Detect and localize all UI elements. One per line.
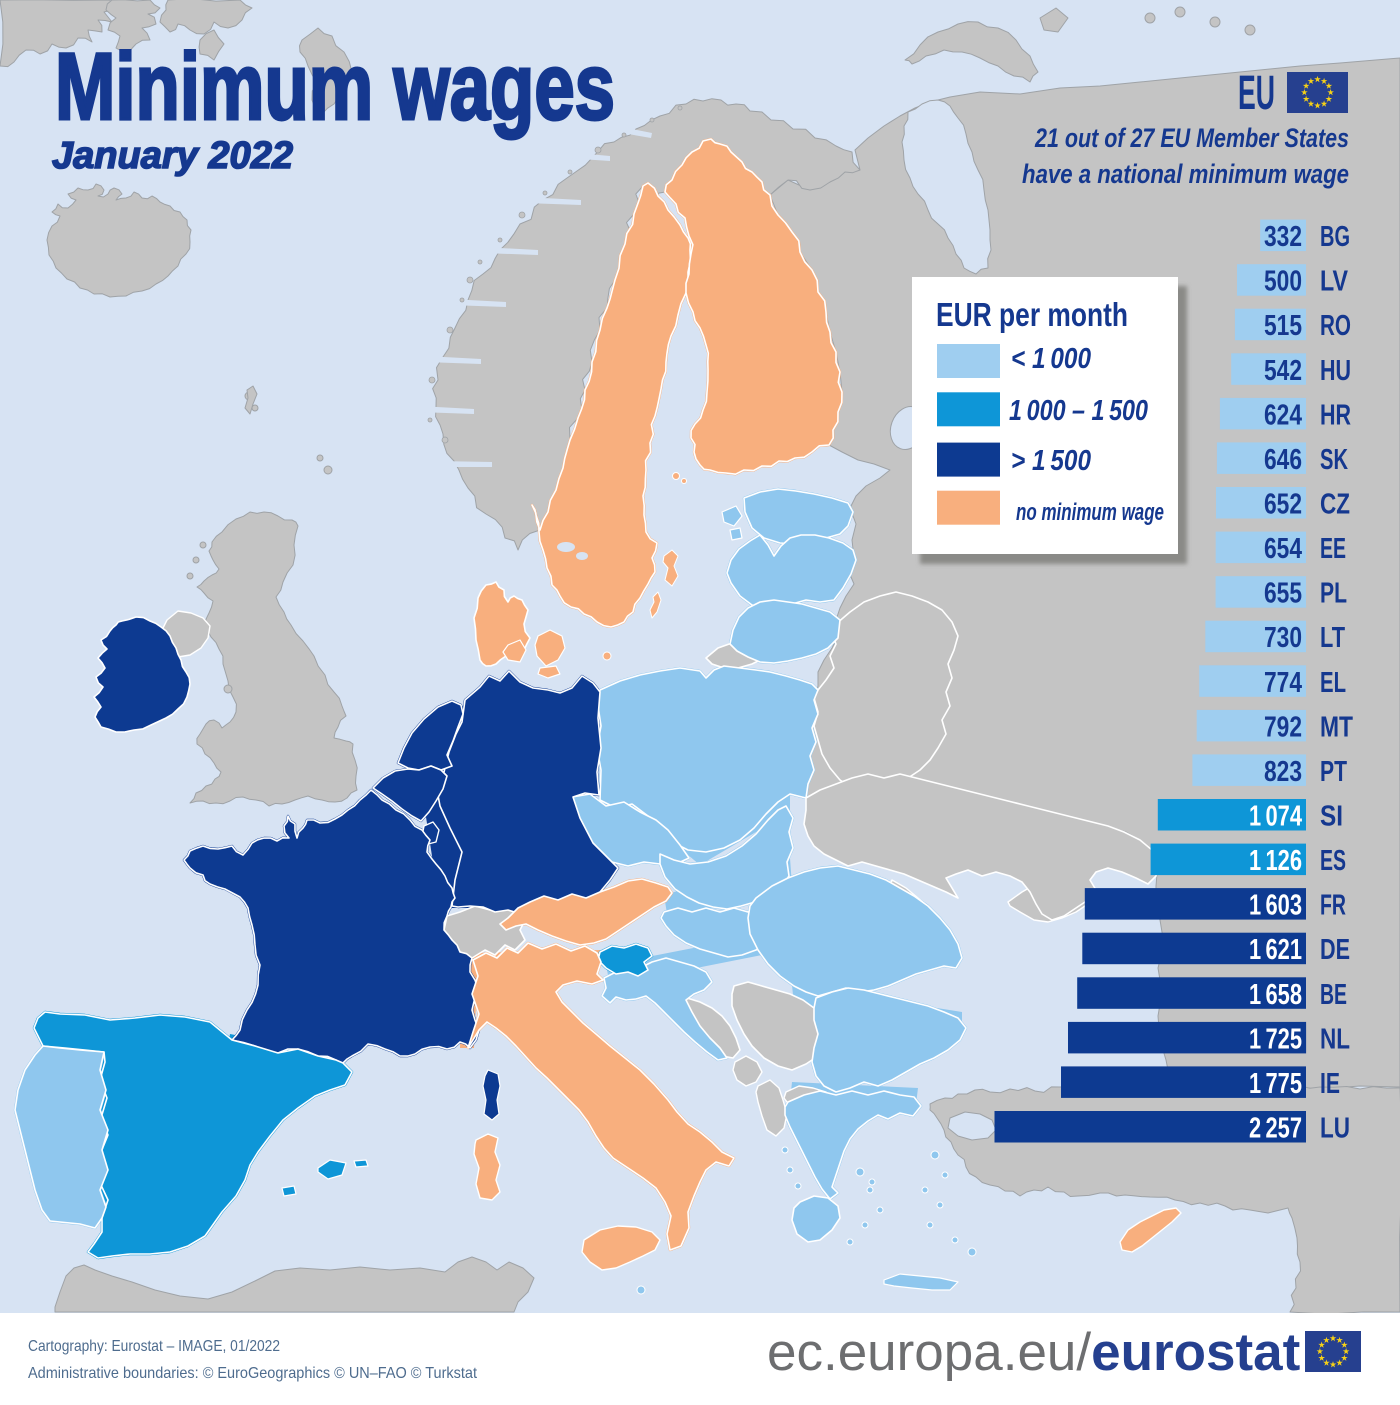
svg-text:have a national minimum wage: have a national minimum wage [1022, 159, 1349, 189]
svg-text:Minimum wages: Minimum wages [55, 34, 615, 140]
svg-text:624: 624 [1264, 399, 1302, 431]
svg-text:1 725: 1 725 [1249, 1023, 1302, 1055]
svg-text:792: 792 [1264, 711, 1302, 743]
svg-text:LV: LV [1320, 266, 1348, 298]
svg-text:1 658: 1 658 [1249, 979, 1302, 1011]
svg-text:SK: SK [1320, 444, 1348, 476]
svg-text:MT: MT [1320, 711, 1353, 743]
svg-text:730: 730 [1264, 622, 1302, 654]
svg-text:Administrative boundaries: © E: Administrative boundaries: © EuroGeograp… [28, 1365, 478, 1382]
svg-text:Cartography: Eurostat – IMAGE,: Cartography: Eurostat – IMAGE, 01/2022 [28, 1338, 280, 1355]
svg-text:January 2022: January 2022 [52, 135, 293, 177]
svg-text:1 775: 1 775 [1249, 1068, 1302, 1100]
svg-text:IE: IE [1320, 1068, 1340, 1100]
svg-text:1 074: 1 074 [1249, 801, 1302, 833]
svg-text:no minimum wage: no minimum wage [1016, 499, 1164, 526]
svg-text:21 out of 27 EU Member States: 21 out of 27 EU Member States [1034, 123, 1349, 153]
svg-text:LU: LU [1320, 1113, 1350, 1145]
svg-text:646: 646 [1264, 444, 1302, 476]
svg-text:654: 654 [1264, 533, 1302, 565]
svg-text:FR: FR [1320, 890, 1346, 922]
svg-text:652: 652 [1264, 489, 1302, 521]
svg-text:EE: EE [1320, 533, 1346, 565]
svg-text:PL: PL [1320, 578, 1347, 610]
svg-text:655: 655 [1264, 578, 1302, 610]
svg-text:> 1 500: > 1 500 [1011, 445, 1091, 477]
svg-text:BE: BE [1320, 979, 1347, 1011]
svg-text:NL: NL [1320, 1023, 1350, 1055]
svg-text:542: 542 [1264, 355, 1302, 387]
svg-text:HU: HU [1320, 355, 1351, 387]
svg-text:1 603: 1 603 [1249, 890, 1302, 922]
svg-text:774: 774 [1264, 667, 1302, 699]
svg-text:EU: EU [1238, 67, 1275, 120]
svg-text:2 257: 2 257 [1249, 1113, 1302, 1145]
svg-text:500: 500 [1264, 266, 1302, 298]
svg-text:ES: ES [1320, 845, 1346, 877]
svg-text:823: 823 [1264, 756, 1302, 788]
svg-text:RO: RO [1320, 310, 1351, 342]
svg-text:1 126: 1 126 [1249, 845, 1302, 877]
svg-text:EL: EL [1320, 667, 1346, 699]
svg-text:CZ: CZ [1320, 489, 1350, 521]
svg-text:DE: DE [1320, 934, 1350, 966]
svg-text:1 000 – 1 500: 1 000 – 1 500 [1009, 395, 1148, 427]
svg-text:515: 515 [1264, 310, 1302, 342]
svg-text:PT: PT [1320, 756, 1347, 788]
svg-text:1 621: 1 621 [1249, 934, 1302, 966]
svg-text:< 1 000: < 1 000 [1011, 343, 1091, 375]
svg-text:SI: SI [1320, 801, 1343, 833]
svg-text:BG: BG [1320, 221, 1350, 253]
svg-text:LT: LT [1320, 622, 1345, 654]
svg-text:332: 332 [1264, 221, 1302, 253]
svg-text:ec.europa.eu/eurostat: ec.europa.eu/eurostat [767, 1323, 1300, 1382]
svg-text:EUR per month: EUR per month [936, 296, 1128, 333]
svg-text:HR: HR [1320, 399, 1351, 431]
